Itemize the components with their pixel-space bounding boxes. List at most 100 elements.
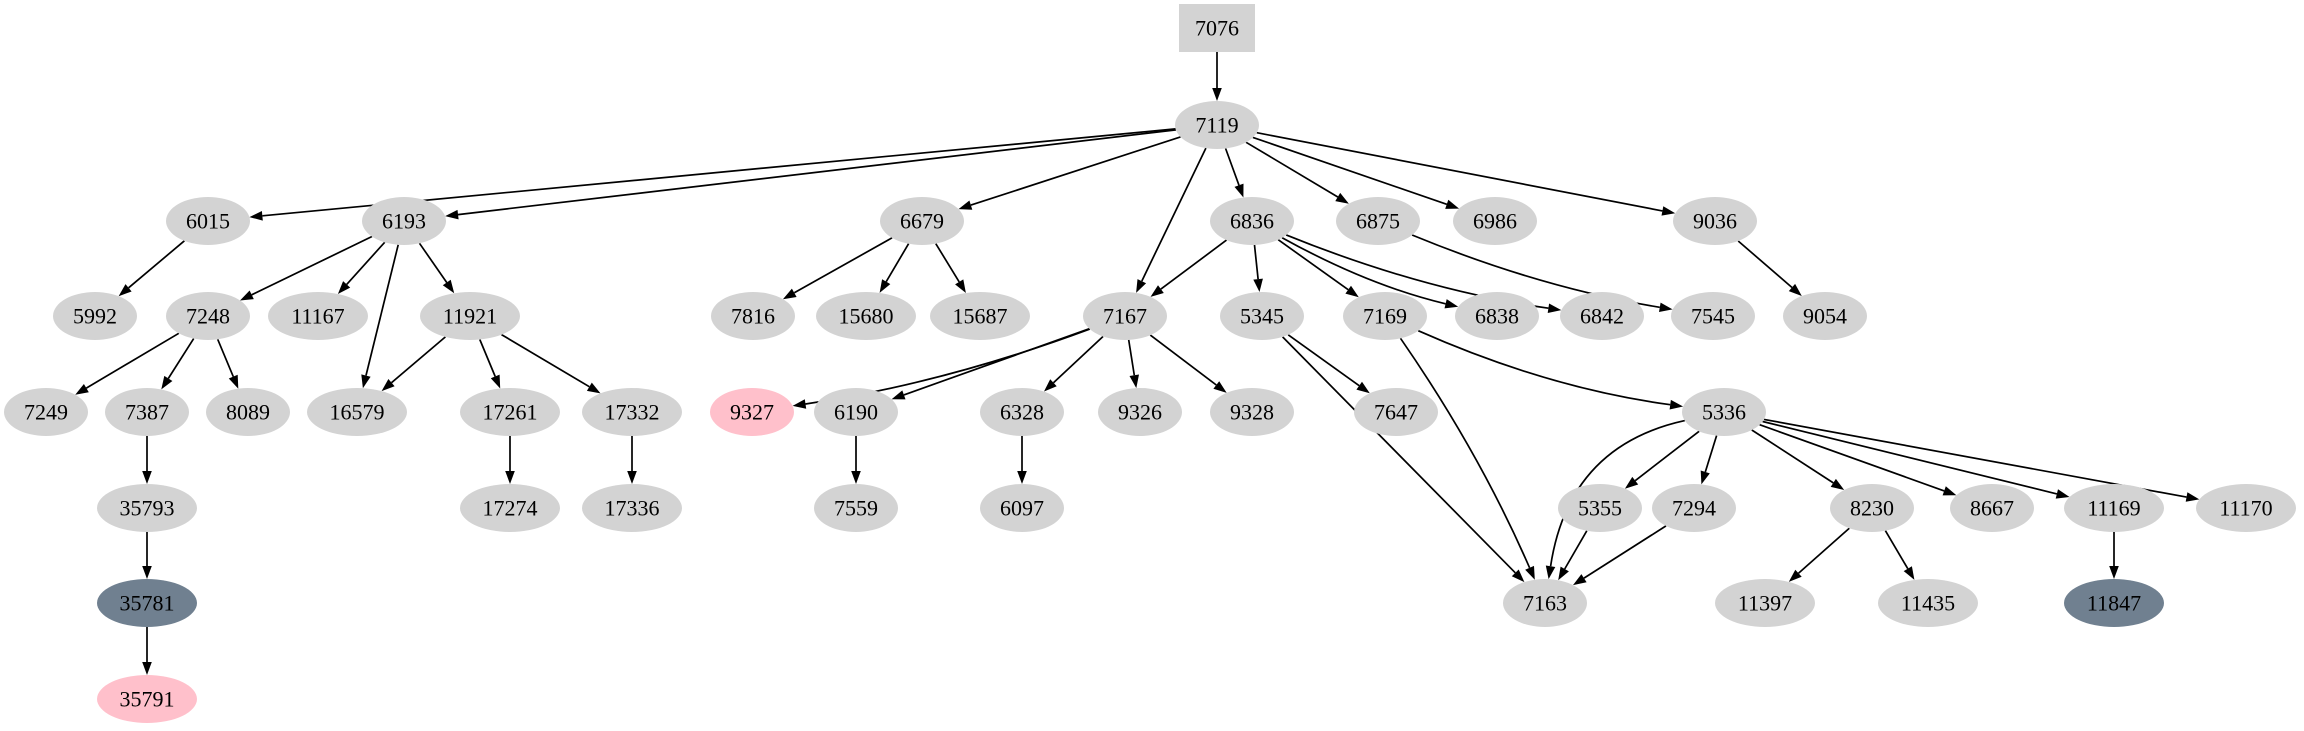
edge-line-7248-8089 [216,338,235,378]
node-8230: 8230 [1830,484,1914,532]
node-shape-6193 [362,197,446,245]
node-shape-7559 [814,484,898,532]
node-label-6193: 6193 [382,209,426,234]
edge-5336-5355 [1624,430,1700,489]
node-label-35791: 35791 [120,687,175,712]
node-9036: 9036 [1673,197,1757,245]
edge-line-5345-7163 [1281,336,1516,574]
edge-arrowhead-11921-17332 [586,382,601,394]
edge-line-6836-7167 [1160,239,1228,290]
edge-line-11921-17332 [501,333,590,388]
node-label-35793: 35793 [120,496,175,521]
edge-arrowhead-11169-11847 [2109,566,2119,579]
edge-line-6015-5992 [128,240,185,289]
edge-arrowhead-7119-9036 [1661,206,1676,216]
edge-7076-7119 [1212,52,1222,101]
node-label-6679: 6679 [900,209,944,234]
edge-7119-6836 [1224,148,1244,198]
node-shape-15687 [930,292,1030,340]
edge-7248-8089 [216,338,239,389]
node-shape-6986 [1453,197,1537,245]
node-11397: 11397 [1715,579,1815,627]
edge-line-8230-11397 [1797,527,1850,574]
edge-arrowhead-5336-7163 [1545,565,1556,580]
node-shape-15680 [816,292,916,340]
edge-arrowhead-11921-17261 [490,374,501,389]
edge-7294-7163 [1573,525,1667,586]
node-shape-7387 [105,388,189,436]
node-shape-11167 [268,292,368,340]
edge-6328-6097 [1017,436,1027,484]
edge-7119-6875 [1245,141,1349,204]
edge-7119-6679 [958,136,1181,210]
edge-arrowhead-6015-5992 [118,284,132,297]
node-label-7248: 7248 [186,304,230,329]
edge-11921-17261 [479,339,501,389]
node-label-17332: 17332 [605,400,660,425]
node-7647: 7647 [1354,388,1438,436]
edge-7119-6986 [1252,136,1460,209]
node-7559: 7559 [814,484,898,532]
edge-5336-8230 [1751,429,1845,490]
node-label-7249: 7249 [24,400,68,425]
edge-arrowhead-5355-7163 [1558,566,1569,581]
edge-line-7169-7163 [1399,337,1531,569]
edge-6190-7559 [851,436,861,484]
node-shape-8667 [1950,484,2034,532]
node-15680: 15680 [816,292,916,340]
edge-5336-7163 [1545,419,1685,580]
node-shape-17261 [460,388,560,436]
node-label-7119: 7119 [1195,113,1238,138]
node-label-6190: 6190 [834,400,878,425]
node-label-9036: 9036 [1693,209,1737,234]
edge-11921-17332 [501,333,601,394]
node-shape-7169 [1343,292,1427,340]
edge-line-9036-9054 [1737,240,1793,289]
edge-arrowhead-7294-7163 [1573,574,1587,586]
node-label-15687: 15687 [953,304,1008,329]
edge-6015-5992 [118,240,185,297]
node-7167: 7167 [1083,292,1167,340]
edge-line-6679-7816 [793,237,893,294]
graph-nodes: 7076 7119 6015 6193 6679 6836 6875 6986 9036 5992… [4,4,2296,723]
node-shape-5992 [53,292,137,340]
edge-line-7169-5336 [1417,329,1671,406]
edge-8230-11397 [1788,527,1850,582]
edge-7119-6193 [445,129,1176,220]
edge-line-5345-7647 [1287,334,1360,387]
node-shape-11169 [2064,484,2164,532]
node-6679: 6679 [880,197,964,245]
node-17332: 17332 [582,388,682,436]
edge-arrowhead-6328-6097 [1017,471,1027,484]
edge-7167-6190 [891,327,1090,400]
edge-line-5336-5355 [1634,430,1700,482]
node-shape-7545 [1671,292,1755,340]
node-7294: 7294 [1652,484,1736,532]
edge-arrowhead-6679-15680 [879,279,891,293]
edge-arrowhead-5336-11170 [2185,492,2200,502]
edge-arrowhead-11921-16579 [381,379,395,392]
edge-line-5336-11169 [1762,420,2058,495]
node-shape-7167 [1083,292,1167,340]
node-label-5992: 5992 [73,304,117,329]
edge-11169-11847 [2109,532,2119,579]
node-6842: 6842 [1560,292,1644,340]
edge-line-7294-7163 [1583,525,1667,579]
node-7249: 7249 [4,388,88,436]
edge-line-5336-8667 [1759,423,1945,492]
edge-9036-9054 [1737,240,1802,296]
edge-arrowhead-7119-6015 [249,211,263,221]
edge-arrowhead-35781-35791 [142,662,152,675]
edge-6836-6838 [1281,236,1459,309]
node-label-7545: 7545 [1691,304,1735,329]
node-label-5336: 5336 [1702,400,1746,425]
node-label-7167: 7167 [1103,304,1147,329]
edge-7167-9328 [1149,334,1227,393]
edge-6679-15687 [935,243,966,293]
node-shape-9327 [710,388,794,436]
node-shape-11170 [2196,484,2296,532]
node-label-7816: 7816 [731,304,775,329]
node-35793: 35793 [97,484,197,532]
edge-line-7119-6875 [1245,141,1339,198]
